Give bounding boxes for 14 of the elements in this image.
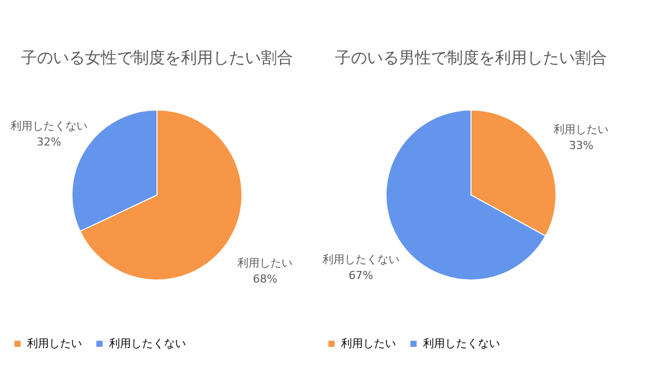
data-label: 67% [348, 269, 374, 282]
data-label: 68% [252, 272, 278, 286]
data-label: 32% [36, 135, 62, 148]
chart-title: 子のいる女性で制度を利用したい割合 [21, 48, 293, 67]
chart-title: 子のいる男性で制度を利用したい割合 [335, 48, 607, 67]
slice-label: 利用したい [238, 256, 293, 270]
data-label: 33% [568, 138, 594, 152]
legend-label: 利用したい [27, 336, 82, 350]
slice-label: 利用したくない [10, 119, 88, 132]
legend-label: 利用したくない [423, 336, 500, 350]
legend-label: 利用したい [341, 336, 396, 350]
slice-label: 利用したい [554, 122, 609, 136]
slice-label: 利用したくない [322, 253, 400, 266]
legend-label: 利用したくない [109, 336, 186, 350]
